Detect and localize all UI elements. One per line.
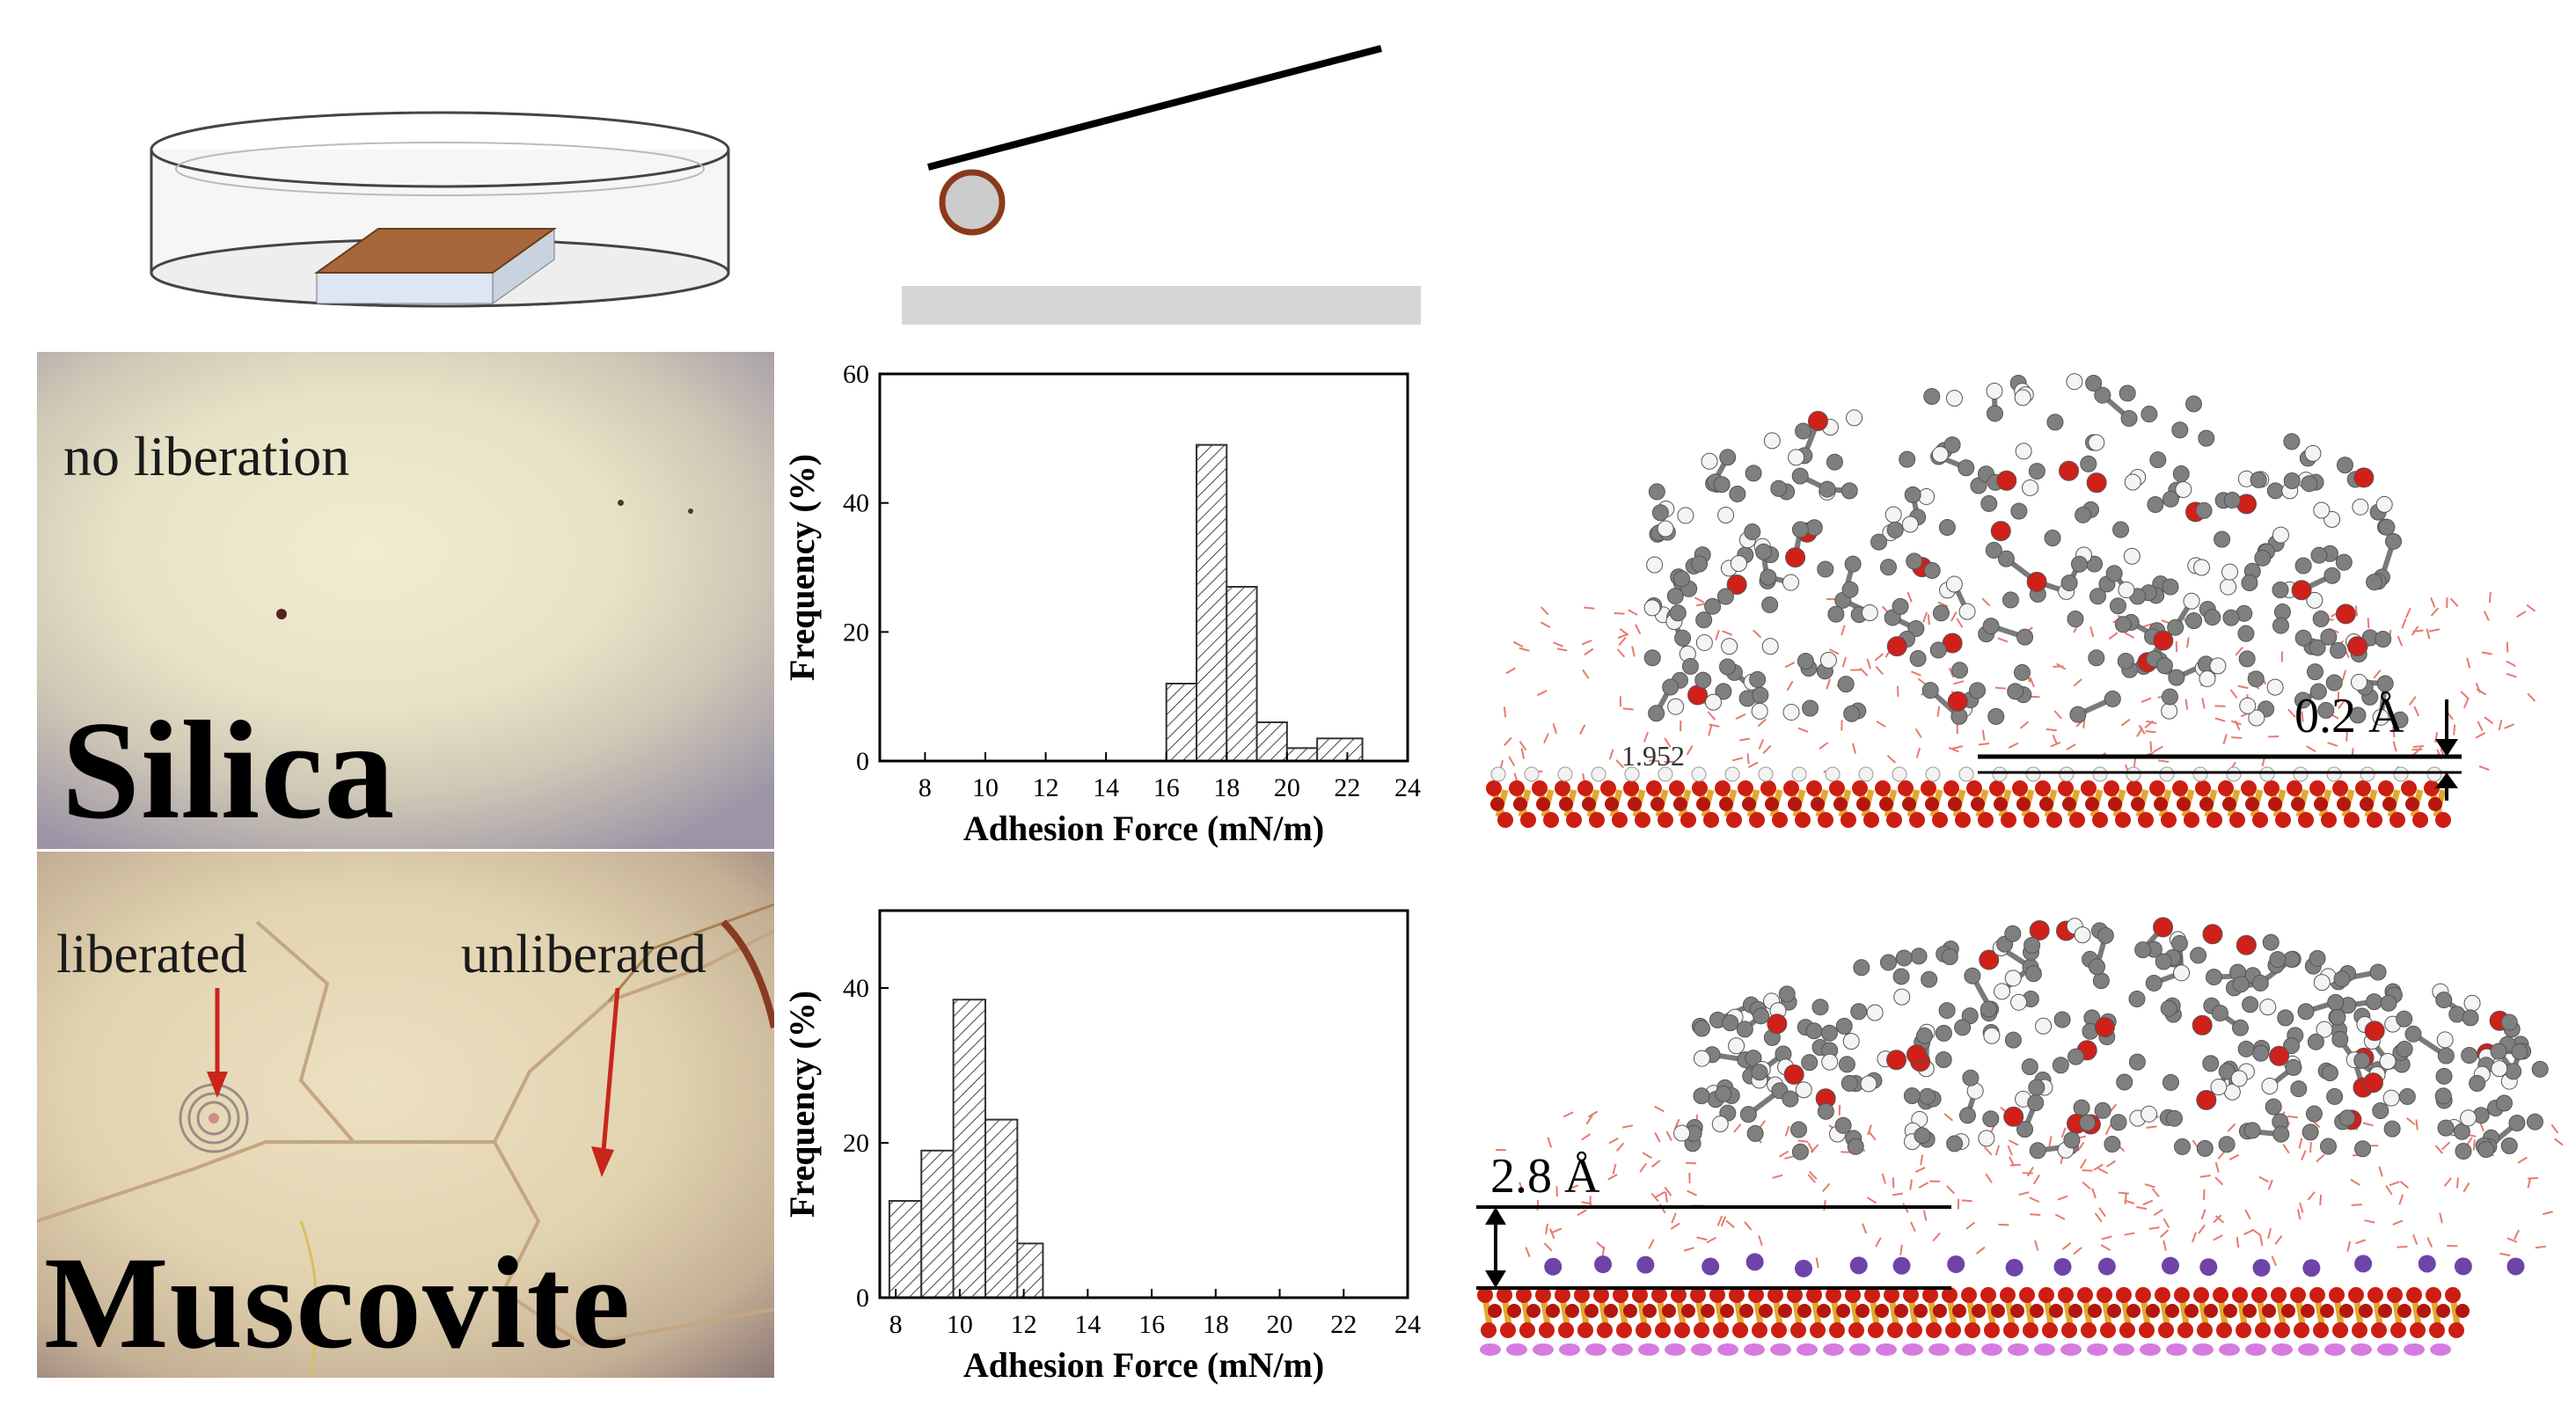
x-tick-label: 22 — [1330, 1310, 1357, 1339]
histogram-bar — [1285, 747, 1319, 763]
water-molecules — [1495, 1099, 2564, 1269]
y-tick-label: 60 — [843, 360, 869, 389]
silica-photo: no liberation Silica — [37, 352, 774, 849]
y-tick-label: 40 — [843, 489, 869, 518]
silica-label: Silica — [62, 692, 396, 848]
petri-dish-schematic — [150, 111, 730, 308]
y-tick-label: 20 — [843, 1129, 869, 1158]
target-rings — [179, 1083, 249, 1153]
histogram-bar — [1165, 683, 1198, 762]
y-axis-label: Frequency (%) — [782, 454, 822, 681]
particle-dot — [276, 609, 287, 619]
potassium-ions — [1544, 1253, 2525, 1277]
histogram-bar — [1196, 443, 1228, 763]
x-tick-label: 24 — [1394, 773, 1421, 802]
md-snapshot-muscovite: 2.8 Å — [1476, 906, 2576, 1399]
x-tick-label: 22 — [1334, 773, 1360, 802]
muscovite-histogram: 8 10 12 14 16 18 20 22 24 0 20 40 Adhesion Force (mN… — [782, 909, 1421, 1385]
muscovite-surface — [1477, 1287, 2470, 1356]
asphaltene-molecules — [1643, 373, 2409, 728]
x-tick-label: 24 — [1394, 1310, 1421, 1339]
y-tick-label: 40 — [843, 974, 869, 1003]
y-tick-label: 20 — [843, 618, 869, 647]
sample-chip-top — [313, 228, 558, 274]
x-tick-label: 18 — [1213, 773, 1240, 802]
x-tick-label: 20 — [1274, 773, 1300, 802]
substrate-bar — [902, 286, 1421, 325]
muscovite-label: Muscovite — [44, 1230, 632, 1376]
unliberated-label: unliberated — [461, 925, 706, 984]
silica-surface — [1486, 766, 2451, 828]
x-axis-label: Adhesion Force (mN/m) — [963, 809, 1324, 848]
cantilever — [926, 45, 1383, 171]
x-tick-label: 12 — [1011, 1310, 1037, 1339]
plot-frame — [878, 372, 1409, 763]
sample-chip-side — [316, 272, 494, 304]
mica-flake-outlines — [37, 903, 774, 1378]
liberated-arrow — [207, 988, 228, 1098]
histogram-bar — [920, 1149, 955, 1299]
no-liberation-label: no liberation — [63, 425, 350, 487]
particle-dot — [688, 509, 693, 514]
histogram-bar — [952, 999, 987, 1299]
x-tick-label: 14 — [1074, 1310, 1101, 1339]
x-tick-label: 10 — [947, 1310, 973, 1339]
md-snapshot-silica: 1.952 0.2 Å — [1476, 352, 2576, 862]
x-tick-label: 14 — [1093, 773, 1119, 802]
x-tick-label: 8 — [889, 1310, 903, 1339]
histogram-bar — [1255, 721, 1288, 762]
colloid-particle — [939, 169, 1006, 236]
x-tick-label: 10 — [972, 773, 999, 802]
histogram-bar — [1226, 586, 1258, 762]
liberated-label: liberated — [56, 925, 247, 984]
gap-distance-label: 2.8 Å — [1490, 1149, 1600, 1204]
histogram-bar — [888, 1200, 923, 1299]
y-axis-label: Frequency (%) — [782, 991, 822, 1218]
x-tick-label: 8 — [918, 773, 932, 802]
x-tick-label: 16 — [1153, 773, 1180, 802]
muscovite-photo: liberated unliberated Muscovite — [37, 852, 774, 1378]
x-tick-label: 18 — [1203, 1310, 1229, 1339]
x-tick-label: 12 — [1033, 773, 1059, 802]
x-axis-label: Adhesion Force (mN/m) — [963, 1345, 1324, 1385]
y-tick-label: 0 — [856, 1284, 869, 1313]
plot-frame — [878, 909, 1409, 1299]
histogram-bar — [1016, 1242, 1044, 1299]
x-tick-label: 20 — [1267, 1310, 1293, 1339]
afm-probe-schematic — [902, 45, 1421, 325]
bond-distance-label: 1.952 — [1621, 740, 1685, 772]
gap-distance-label: 0.2 Å — [2294, 689, 2404, 743]
histogram-bar — [984, 1118, 1019, 1299]
particle-dot — [618, 500, 624, 506]
asphaltene-molecules — [1673, 917, 2549, 1160]
unliberated-arrow — [591, 988, 620, 1177]
y-tick-label: 0 — [856, 747, 869, 776]
x-tick-label: 16 — [1138, 1310, 1165, 1339]
histogram-bar — [1316, 737, 1364, 763]
silica-histogram: 8 10 12 14 16 18 20 22 24 0 20 40 60 Adhesion Force (… — [782, 360, 1421, 848]
